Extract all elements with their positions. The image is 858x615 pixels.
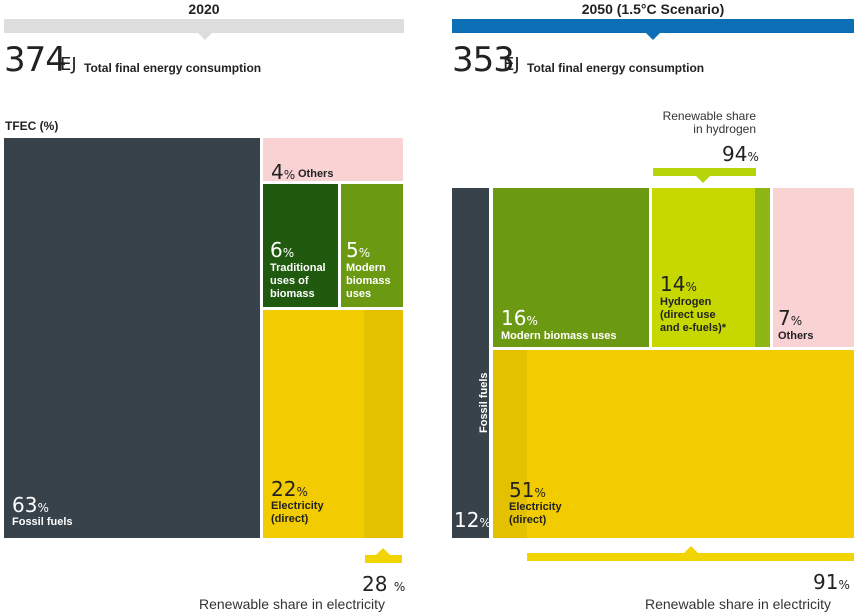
block-2050-hydrogen: 14% Hydrogen (direct use and e-fuels)* <box>652 188 770 347</box>
total-unit-2020: EJ <box>60 54 77 75</box>
hydrogen-share-value: 94% <box>722 142 759 166</box>
hydrogen-marker <box>653 168 756 176</box>
hydrogen-marker-caret <box>696 176 710 183</box>
label-2020-electricity: Electricity (direct) <box>271 500 324 525</box>
header-bar-2020 <box>4 19 404 33</box>
pct-2020-fossil-fuels: 63% <box>12 493 49 517</box>
label-2020-others: Others <box>298 168 334 180</box>
pct-2020-modern-biomass: 5% <box>346 238 371 262</box>
label-2050-fossil-fuels: Fossil fuels <box>478 372 490 433</box>
pct-2020-electricity: 22% <box>271 477 308 501</box>
axis-label-tfec: TFEC (%) <box>5 119 59 133</box>
total-label-2050: Total final energy consumption <box>527 61 705 75</box>
hydrogen-renewable-shade <box>755 188 770 347</box>
total-label-2020: Total final energy consumption <box>84 61 262 75</box>
label-2020-modern-biomass: Modern biomass uses <box>346 262 391 300</box>
renewable-value-2050: 91% <box>813 570 850 594</box>
renewable-marker-2050 <box>527 553 854 561</box>
total-value-2020: 374 <box>4 40 67 80</box>
total-unit-2050: EJ <box>503 54 520 75</box>
pct-2050-others: 7% <box>778 306 803 330</box>
label-2050-others: Others <box>778 330 814 342</box>
block-2050-modern-biomass: 16% Modern biomass uses <box>493 188 649 347</box>
label-2020-traditional-biomass: Traditional uses of biomass <box>270 262 326 300</box>
renewable-label-2050: Renewable share in electricity <box>645 596 831 612</box>
header-caret-2020 <box>198 33 212 40</box>
block-2020-traditional-biomass: 6% Traditional uses of biomass <box>263 184 338 307</box>
block-2020-electricity: 22% Electricity (direct) <box>263 310 403 538</box>
label-2050-electricity: Electricity (direct) <box>509 501 562 526</box>
block-2050-electricity: 51% Electricity (direct) <box>493 350 854 538</box>
renewable-value-2020: 28 % <box>362 572 406 596</box>
block-2050-fossil-fuels: Fossil fuels 12% <box>452 188 491 538</box>
renewable-marker-caret-2050 <box>684 546 698 553</box>
total-value-2050: 353 <box>452 40 515 80</box>
panel-title-2050: 2050 (1.5°C Scenario) <box>581 1 725 17</box>
pct-2050-modern-biomass: 16% <box>501 306 538 330</box>
pct-2050-hydrogen: 14% <box>660 272 697 296</box>
label-2050-hydrogen: Hydrogen (direct use and e-fuels)* <box>660 296 727 334</box>
label-2020-fossil-fuels: Fossil fuels <box>12 516 73 528</box>
label-2050-modern-biomass: Modern biomass uses <box>501 330 617 342</box>
renewable-marker-2020 <box>365 555 402 563</box>
panel-title-2020: 2020 <box>188 1 220 17</box>
pct-2020-traditional-biomass: 6% <box>270 238 295 262</box>
header-bar-2050 <box>452 19 854 33</box>
non-renewable-shade-2050 <box>493 350 527 538</box>
pct-2050-electricity: 51% <box>509 478 546 502</box>
block-2020-fossil-fuels: 63% Fossil fuels <box>4 138 260 538</box>
block-2050-others: 7% Others <box>773 188 854 347</box>
renewable-marker-caret-2020 <box>376 548 390 555</box>
pct-2050-fossil-fuels: 12% <box>454 508 491 532</box>
renewable-share-shade-2020 <box>364 310 403 538</box>
block-2020-modern-biomass: 5% Modern biomass uses <box>341 184 403 307</box>
renewable-label-2020: Renewable share in electricity <box>199 596 385 612</box>
header-caret-2050 <box>646 33 660 40</box>
hydrogen-share-label: Renewable share in hydrogen <box>662 109 756 136</box>
block-2020-others: 4% Others <box>263 138 403 182</box>
pct-2020-others: 4% <box>271 160 296 184</box>
